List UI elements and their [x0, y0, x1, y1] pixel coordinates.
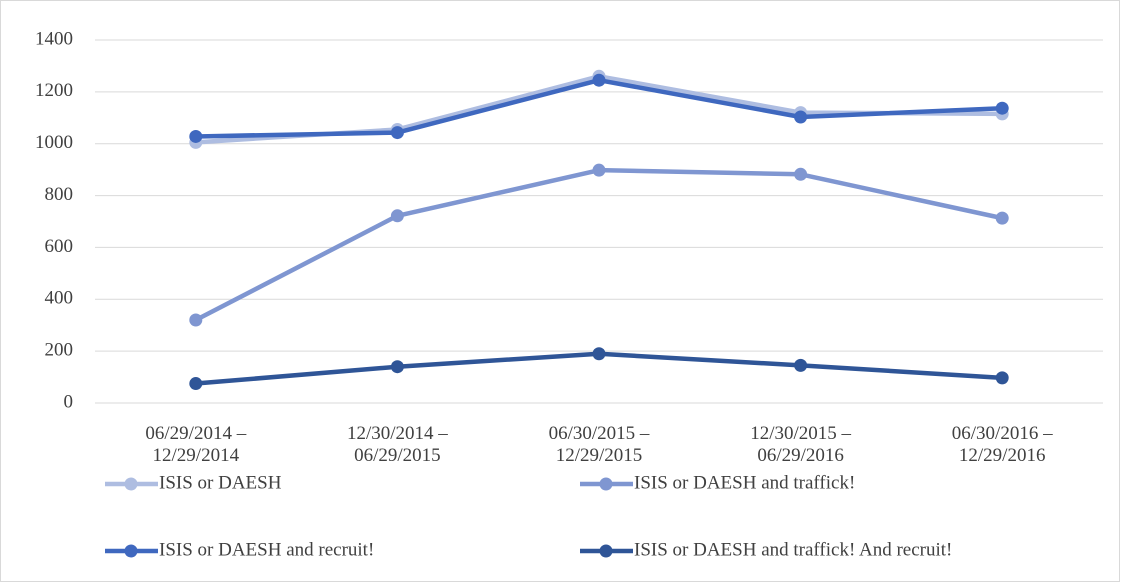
legend-marker	[124, 477, 138, 491]
x-tick-label: 06/30/2015 –12/29/2015	[549, 423, 650, 466]
y-tick-label: 0	[64, 391, 74, 412]
data-point	[390, 126, 404, 140]
legend-label: ISIS or DAESH	[159, 472, 282, 493]
y-tick-label: 1200	[35, 80, 73, 101]
y-tick-label: 1000	[35, 132, 73, 153]
y-tick-label: 400	[45, 288, 74, 309]
data-point	[189, 129, 203, 143]
data-point	[189, 313, 203, 327]
x-tick-label: 12/30/2015 –06/29/2016	[750, 423, 851, 466]
data-point	[995, 101, 1009, 115]
data-point	[794, 358, 808, 372]
data-point	[995, 211, 1009, 225]
x-tick-label: 06/30/2016 –12/29/2016	[952, 423, 1053, 466]
x-tick-label: 06/29/2014 –12/29/2014	[145, 423, 246, 466]
y-tick-label: 600	[45, 236, 74, 257]
y-tick-label: 200	[45, 340, 74, 361]
y-tick-label: 1400	[35, 28, 73, 49]
data-point	[390, 360, 404, 374]
legend-marker	[124, 544, 138, 558]
data-point	[794, 167, 808, 181]
data-point	[995, 371, 1009, 385]
data-point	[592, 347, 606, 361]
legend-label: ISIS or DAESH and traffick! And recruit!	[634, 539, 952, 560]
legend-label: ISIS or DAESH and traffick!	[634, 472, 855, 493]
legend-marker	[599, 544, 613, 558]
data-point	[794, 110, 808, 124]
data-point	[592, 163, 606, 177]
data-point	[189, 377, 203, 391]
x-tick-label: 12/30/2014 –06/29/2015	[347, 423, 448, 466]
data-point	[390, 209, 404, 223]
y-tick-label: 800	[45, 184, 74, 205]
legend-marker	[599, 477, 613, 491]
legend-label: ISIS or DAESH and recruit!	[159, 539, 374, 560]
data-point	[592, 73, 606, 87]
